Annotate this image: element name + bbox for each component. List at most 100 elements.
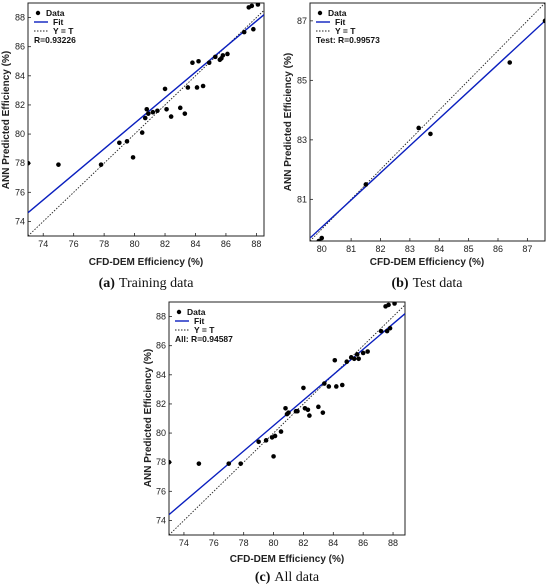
data-point: [196, 58, 201, 64]
legend-data-marker: [317, 10, 323, 16]
y-tick-label: 88: [156, 312, 166, 322]
y-tick-label: 88: [15, 13, 25, 23]
legend-data-label: Data: [46, 8, 65, 18]
data-point: [212, 54, 218, 60]
x-tick-label: 84: [434, 244, 444, 254]
data-point: [220, 53, 226, 58]
caption-text: All data: [274, 570, 319, 585]
legend-fit-label: Fit: [53, 17, 64, 27]
legend-r-value: Test: R=0.99573: [316, 35, 380, 45]
x-tick-label: 74: [38, 239, 48, 249]
legend-identity-label: Y = T: [335, 26, 356, 36]
data-point: [169, 459, 172, 465]
all-data-panel: 74 76 78 80 82 84 86 88 74 76 78 80 82 84 86 88 DataFit…: [143, 301, 406, 585]
x-tick-label: 76: [69, 239, 79, 249]
data-point: [263, 438, 269, 443]
x-tick-label: 78: [99, 239, 109, 249]
y-tick-label: 83: [297, 135, 307, 145]
data-point: [286, 410, 291, 415]
data-point: [365, 349, 370, 354]
fit-line: [310, 20, 545, 239]
training-data-panel: 74 76 78 80 82 84 86 88 74 76 78 80 82 84 86 88 DataFit…: [1, 2, 265, 291]
data-point: [356, 356, 361, 362]
data-point: [316, 404, 321, 410]
data-point: [301, 385, 306, 391]
data-point: [182, 111, 188, 116]
data-point: [28, 160, 31, 166]
data-point: [392, 302, 397, 306]
data-point: [542, 18, 545, 24]
data-point: [307, 413, 312, 418]
y-axis-label: ANN Predicted Efficiency (%): [143, 349, 154, 487]
y-tick-label: 74: [15, 216, 25, 226]
data-point: [384, 328, 390, 334]
caption: (b) Test data: [391, 276, 463, 291]
data-point: [271, 454, 276, 459]
y-tick-label: 80: [156, 428, 166, 438]
x-tick-label: 80: [130, 239, 140, 249]
y-tick-label: 82: [15, 100, 25, 110]
x-tick-label: 83: [405, 244, 415, 254]
data-point: [351, 356, 357, 362]
data-point: [249, 3, 255, 9]
x-tick-label: 88: [251, 239, 261, 249]
x-tick-label: 76: [209, 538, 219, 548]
data-point: [194, 85, 200, 90]
y-tick-label: 81: [297, 194, 307, 204]
data-point: [200, 83, 206, 89]
x-tick-label: 82: [298, 538, 308, 548]
data-point: [339, 382, 345, 388]
data-point: [241, 29, 247, 35]
y-tick-label: 78: [15, 158, 25, 168]
data-point: [386, 302, 391, 308]
data-point: [190, 60, 195, 66]
legend-identity-label: Y = T: [194, 325, 215, 335]
x-tick-label: 88: [388, 538, 398, 548]
y-tick-label: 87: [297, 16, 307, 26]
legend-data-label: Data: [187, 307, 206, 317]
data-point: [278, 429, 284, 434]
identity-line: [28, 9, 264, 236]
plot-inner: [28, 3, 264, 236]
data-point: [185, 85, 191, 90]
data-point: [428, 131, 433, 137]
data-point: [238, 461, 243, 466]
y-tick-label: 86: [15, 42, 25, 52]
data-point: [139, 130, 145, 135]
data-point: [344, 359, 350, 365]
data-point: [387, 325, 393, 331]
data-point: [206, 60, 212, 66]
data-point: [177, 105, 183, 111]
legend-r-value: All: R=0.94587: [175, 334, 233, 344]
x-tick-label: 84: [328, 538, 338, 548]
data-point: [117, 140, 122, 146]
data-point: [332, 357, 338, 363]
caption-letter: (c): [255, 570, 271, 585]
caption: (c) All data: [255, 570, 320, 585]
caption-letter: (b): [391, 276, 408, 291]
data-point: [142, 115, 148, 121]
x-tick-label: 87: [522, 244, 532, 254]
data-point: [145, 111, 151, 116]
data-point: [155, 108, 160, 114]
y-tick-label: 74: [156, 515, 166, 525]
plot-inner: [169, 302, 405, 535]
y-tick-label: 78: [156, 457, 166, 467]
x-tick-label: 80: [317, 244, 327, 254]
legend-data-label: Data: [328, 8, 347, 18]
data-point: [130, 155, 136, 160]
data-point: [322, 381, 327, 386]
data-point: [320, 410, 326, 415]
data-point: [416, 125, 421, 131]
y-tick-label: 82: [156, 399, 166, 409]
y-axis-label: ANN Predicted Efficiency (%): [1, 51, 12, 189]
data-point: [98, 162, 104, 167]
data-point: [360, 350, 366, 356]
x-tick-label: 80: [269, 538, 279, 548]
data-point: [333, 384, 339, 389]
x-tick-label: 85: [464, 244, 474, 254]
legend-r-value: R=0.93226: [34, 35, 76, 45]
